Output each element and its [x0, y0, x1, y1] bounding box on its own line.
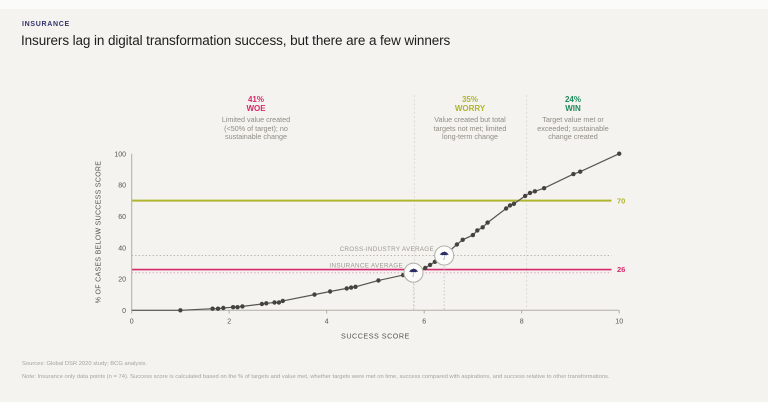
- average-line-label: CROSS-INDUSTRY AVERAGE: [340, 246, 434, 253]
- data-point: [210, 306, 215, 311]
- data-point: [215, 306, 221, 311]
- data-point: [470, 232, 476, 238]
- data-point: [617, 151, 622, 156]
- y-tick-label: 100: [114, 151, 126, 158]
- data-point: [264, 301, 269, 306]
- data-point: [280, 298, 285, 304]
- x-tick-label: 8: [520, 319, 524, 326]
- average-line-label: INSURANCE AVERAGE: [329, 263, 403, 270]
- desc-line: Target value met or: [542, 115, 604, 124]
- data-point: [235, 305, 240, 310]
- threshold-value-label: 26: [617, 265, 625, 274]
- data-point: [230, 305, 236, 310]
- threshold-value-label: 70: [617, 196, 625, 205]
- x-tick-label: 6: [422, 319, 426, 326]
- footnote: Note: Insurance only data points (n = 74…: [22, 374, 610, 380]
- data-point: [503, 206, 509, 211]
- desc-line: Limited value created: [221, 115, 291, 124]
- insurer-marker: [403, 262, 424, 283]
- data-point: [578, 169, 583, 174]
- desc-line: targets not met; limited: [433, 123, 507, 133]
- data-point: [221, 305, 226, 311]
- desc-line: exceeded; sustainable: [537, 123, 609, 133]
- data-point: [485, 220, 490, 225]
- data-point: [276, 300, 282, 305]
- zone-woe: 41% WOE Limited value created (<50% of t…: [176, 95, 336, 142]
- data-point: [460, 237, 465, 242]
- data-point: [423, 265, 428, 271]
- data-point: [240, 304, 245, 309]
- desc-line: Value created but total: [434, 115, 506, 124]
- data-point: [527, 190, 533, 196]
- desc-line: sustainable change: [225, 132, 287, 142]
- data-point: [454, 242, 460, 247]
- data-point: [480, 225, 485, 230]
- data-point: [348, 285, 354, 290]
- data-point: [312, 292, 317, 297]
- y-axis-title: % OF CASES BELOW SUCCESS SCORE: [96, 161, 103, 303]
- umbrella-icon: ☂: [408, 266, 418, 280]
- zone-win-name: WIN: [565, 104, 581, 113]
- top-strip: [0, 0, 768, 9]
- desc-line: (<50% of target); no: [224, 123, 288, 133]
- data-point: [532, 189, 538, 194]
- data-point: [522, 193, 528, 199]
- zone-worry: 35% WORRY Value created but total target…: [395, 95, 545, 142]
- zone-win-description: Target value met or exceeded; sustainabl…: [503, 115, 643, 142]
- data-point: [427, 262, 433, 268]
- x-tick-label: 0: [130, 319, 134, 326]
- data-point: [259, 301, 265, 307]
- data-point: [178, 308, 183, 313]
- desc-line: long-term change: [442, 132, 498, 142]
- data-point: [344, 286, 349, 291]
- zone-win: 24% WIN Target value met or exceeded; su…: [503, 95, 643, 142]
- insurer-marker: [434, 245, 455, 266]
- zone-woe-description: Limited value created (<50% of target); …: [176, 115, 336, 142]
- zone-win-percent: 24%: [564, 95, 581, 104]
- cumulative-curve: [131, 153, 620, 311]
- data-point: [475, 228, 480, 233]
- y-tick-label: 20: [118, 277, 126, 284]
- kicker: INSURANCE: [22, 21, 70, 28]
- x-tick-label: 10: [615, 319, 623, 326]
- data-point: [571, 171, 576, 177]
- data-point: [272, 300, 277, 305]
- data-point: [353, 284, 358, 289]
- y-tick-label: 40: [118, 245, 126, 252]
- data-point: [376, 278, 381, 283]
- zone-woe-percent: 41%: [247, 95, 264, 104]
- data-point: [327, 289, 333, 294]
- page-title: Insurers lag in digital transformation s…: [21, 33, 451, 48]
- zone-woe-name: WOE: [246, 104, 266, 113]
- data-point: [507, 203, 513, 208]
- y-tick-label: 60: [118, 214, 126, 221]
- data-point: [541, 186, 547, 191]
- umbrella-icon: ☂: [439, 248, 449, 262]
- sources-note: Sources: Global DSR 2020 study; BCG anal…: [22, 361, 148, 367]
- zone-worry-percent: 35%: [461, 95, 478, 104]
- x-tick-label: 2: [227, 319, 231, 326]
- y-tick-label: 0: [122, 308, 126, 315]
- data-point: [511, 201, 517, 206]
- y-tick-label: 80: [118, 183, 126, 190]
- x-axis-title: SUCCESS SCORE: [341, 332, 410, 341]
- x-tick-label: 4: [325, 319, 329, 326]
- desc-line: change created: [548, 132, 598, 142]
- zone-worry-description: Value created but total targets not met;…: [395, 115, 545, 142]
- zone-worry-name: WORRY: [454, 104, 486, 113]
